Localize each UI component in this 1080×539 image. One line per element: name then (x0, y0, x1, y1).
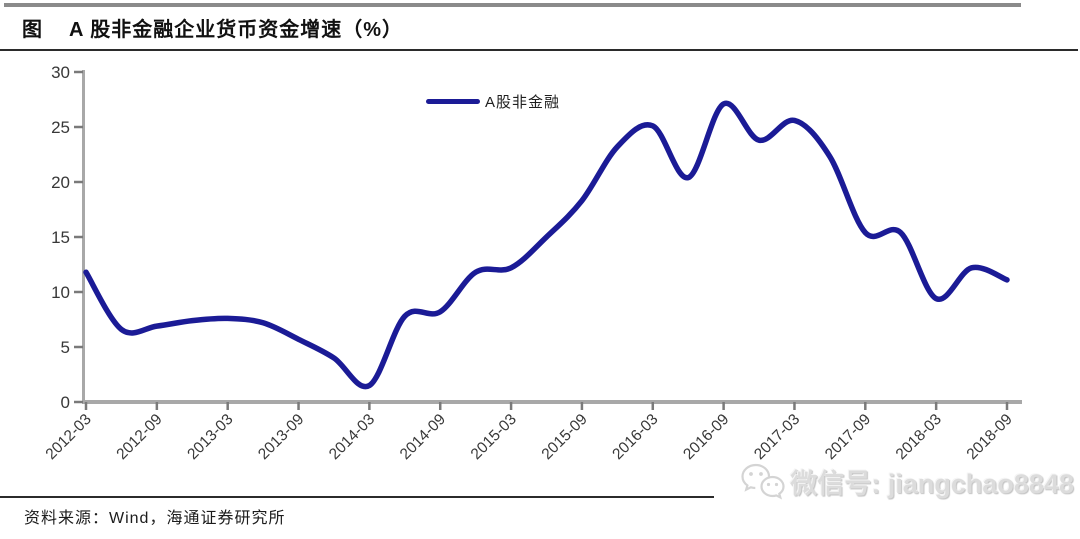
svg-text:2015-03: 2015-03 (468, 411, 520, 463)
svg-text:2012-09: 2012-09 (113, 411, 165, 463)
svg-text:2013-03: 2013-03 (184, 411, 236, 463)
svg-text:2017-03: 2017-03 (751, 411, 803, 463)
svg-text:2012-03: 2012-03 (43, 411, 95, 463)
title-underline (0, 49, 1078, 51)
svg-text:2016-09: 2016-09 (680, 411, 732, 463)
figure-title-row: 图 A 股非金融企业货币资金增速（%） (22, 13, 403, 42)
wechat-icon (741, 463, 786, 500)
svg-text:2014-09: 2014-09 (397, 411, 449, 463)
svg-text:5: 5 (61, 338, 70, 357)
svg-text:2014-03: 2014-03 (326, 411, 378, 463)
svg-text:0: 0 (61, 393, 70, 412)
svg-text:10: 10 (51, 283, 70, 302)
svg-text:20: 20 (51, 173, 70, 192)
svg-text:15: 15 (51, 228, 70, 247)
svg-text:2018-03: 2018-03 (893, 411, 945, 463)
svg-text:30: 30 (51, 63, 70, 82)
watermark: 微信号: jiangchao8848 (740, 460, 1074, 502)
svg-text:25: 25 (51, 118, 70, 137)
figure-label: 图 (22, 19, 43, 41)
chart-legend: A股非金融 (426, 91, 560, 112)
svg-text:2016-03: 2016-03 (609, 411, 661, 463)
svg-text:2018-09: 2018-09 (964, 411, 1016, 463)
source-text: 资料来源：Wind，海通证券研究所 (24, 510, 286, 527)
legend-line-swatch (426, 99, 480, 104)
svg-text:2015-09: 2015-09 (539, 411, 591, 463)
page-title: A 股非金融企业货币资金增速（%） (69, 19, 404, 41)
legend-label: A股非金融 (485, 94, 561, 111)
top-rule (4, 3, 1021, 7)
svg-text:2017-09: 2017-09 (822, 411, 874, 463)
watermark-text: 微信号: jiangchao8848 (790, 468, 1074, 499)
footer-rule (0, 496, 714, 498)
svg-text:2013-09: 2013-09 (255, 411, 307, 463)
